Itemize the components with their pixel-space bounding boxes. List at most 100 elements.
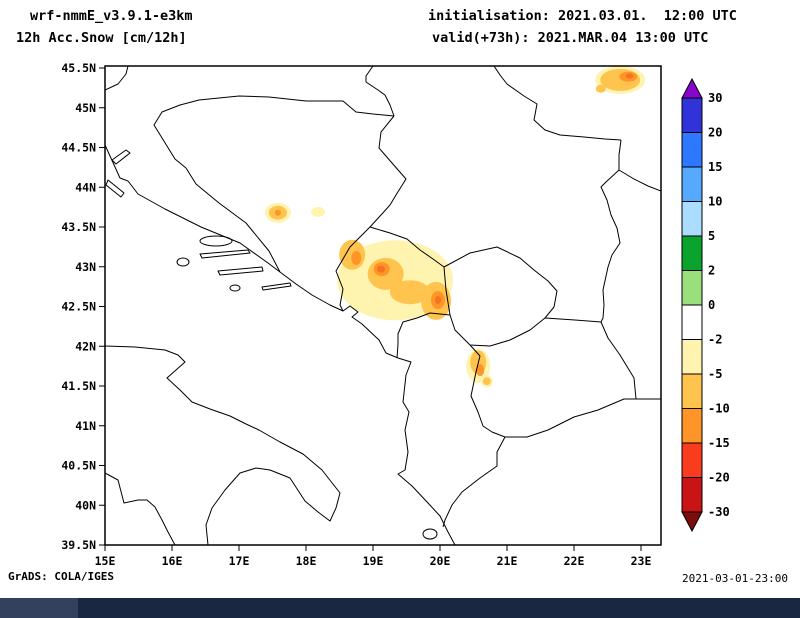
border-serbia-bulgaria xyxy=(600,169,621,323)
lat-tick-label: 44N xyxy=(75,180,96,194)
island-hvar xyxy=(199,249,251,259)
snow-patch-deep xyxy=(435,296,441,305)
lat-tick-label: 42N xyxy=(75,339,96,353)
grads-credit: GrADS: COLA/IGES xyxy=(8,570,114,583)
border-serbia-bulgaria-timok xyxy=(618,139,622,170)
lat-tick-label: 40N xyxy=(75,498,96,512)
coastline-adriatic-east xyxy=(105,144,456,545)
snow-patch-deep xyxy=(625,73,634,79)
colorbar-label: 5 xyxy=(708,229,715,243)
border-albania-kosovo xyxy=(469,344,481,357)
border-macedonia-bulgaria xyxy=(600,321,637,400)
lat-tick-label: 43N xyxy=(75,260,96,274)
island-corfu xyxy=(422,528,438,540)
lon-tick-label: 19E xyxy=(363,554,384,568)
coastline-italy-east xyxy=(105,345,341,545)
model-title: wrf-nmmE_v3.9.1-e3km xyxy=(30,8,193,24)
border-macedonia-greece xyxy=(505,398,636,438)
colorbar-label: 15 xyxy=(708,160,722,174)
border-montenegro-albania xyxy=(396,312,451,359)
valid-time-label: valid(+73h): 2021.MAR.04 13:00 UTC xyxy=(432,30,709,46)
island-brac xyxy=(199,235,233,247)
lat-tick-label: 45N xyxy=(75,101,96,115)
colorbar-label: -2 xyxy=(708,333,722,347)
border-kosovo-outline xyxy=(443,246,558,347)
colorbar-label: -10 xyxy=(708,402,730,416)
creation-timestamp: 2021-03-01-23:00 xyxy=(682,572,788,585)
colorbar-segment xyxy=(681,201,703,237)
coastline-border-layer xyxy=(105,66,661,545)
colorbar-segment xyxy=(681,477,703,513)
colorbar-segment xyxy=(681,339,703,375)
border-serbia-romania xyxy=(493,66,622,141)
snow-shading-layer xyxy=(264,66,646,388)
island-korcula xyxy=(217,266,264,276)
colorbar-label: 30 xyxy=(708,91,722,105)
border-serbia-montenegro xyxy=(369,226,445,268)
axes-layer: 45.5N 45N 44.5N 44N 43.5N 43N 42.5N 42N 41.5N 41N… xyxy=(61,61,651,568)
lon-tick-label: 15E xyxy=(95,554,116,568)
snow-patch-deep xyxy=(377,265,385,273)
colorbar-arrow-bottom xyxy=(681,511,703,533)
colorbar-segment xyxy=(681,166,703,202)
colorbar-segment xyxy=(681,442,703,478)
border-serbia-macedonia xyxy=(544,317,602,323)
colorbar-segment xyxy=(681,373,703,409)
snow-accumulation-map: 45.5N 45N 44.5N 44N 43.5N 43N 42.5N 42N 41.5N 41N… xyxy=(61,61,730,568)
colorbar-label: -20 xyxy=(708,471,730,485)
colorbar-segment xyxy=(681,408,703,444)
lon-tick-label: 21E xyxy=(497,554,518,568)
border-bosnia-serbia-drina xyxy=(369,115,407,228)
taskbar-button[interactable] xyxy=(0,598,78,618)
island-mljet xyxy=(261,282,292,291)
colorbar-segment xyxy=(681,235,703,271)
border-croatia-serbia-danube xyxy=(365,66,395,117)
lat-tick-label: 39.5N xyxy=(61,538,96,552)
colorbar-arrow-top xyxy=(681,77,703,99)
lon-tick-label: 20E xyxy=(430,554,451,568)
border-slovenia-croatia xyxy=(105,66,129,91)
colorbar-label: -5 xyxy=(708,367,722,381)
taskbar xyxy=(0,598,800,618)
island-lastovo xyxy=(229,284,241,292)
lat-tick-label: 41N xyxy=(75,419,96,433)
colorbar-label: 20 xyxy=(708,126,722,140)
island-dugi-otok xyxy=(105,179,125,198)
map-frame xyxy=(104,65,662,546)
island-pag xyxy=(111,149,131,165)
snow-patch-gold xyxy=(389,280,430,305)
colorbar-label: -30 xyxy=(708,505,730,519)
border-romania-bulgaria-danube xyxy=(618,169,661,192)
lat-tick-label: 42.5N xyxy=(61,300,96,314)
snow-patch-gold xyxy=(595,84,606,93)
lon-tick-label: 23E xyxy=(631,554,652,568)
colorbar-label: 10 xyxy=(708,195,722,209)
lon-tick-label: 18E xyxy=(296,554,317,568)
island-vis xyxy=(176,257,190,267)
lon-tick-label: 17E xyxy=(229,554,250,568)
border-albania-macedonia xyxy=(470,355,506,438)
lon-tick-label: 22E xyxy=(564,554,585,568)
lat-tick-label: 45.5N xyxy=(61,61,96,75)
colorbar-segment xyxy=(681,304,703,340)
border-bosnia-montenegro xyxy=(335,226,371,312)
field-title: 12h Acc.Snow [cm/12h] xyxy=(16,30,187,46)
colorbar-segment xyxy=(681,270,703,306)
lat-tick-label: 41.5N xyxy=(61,379,96,393)
init-time-label: initialisation: 2021.03.01. 12:00 UTC xyxy=(428,8,737,24)
coastline-italy-west xyxy=(105,472,176,545)
colorbar-segment xyxy=(681,97,703,133)
lat-tick-label: 43.5N xyxy=(61,220,96,234)
border-croatia-bosnia xyxy=(153,95,395,273)
lat-tick-label: 44.5N xyxy=(61,141,96,155)
lat-tick-label: 40.5N xyxy=(61,459,96,473)
colorbar-label: -15 xyxy=(708,436,730,450)
lon-tick-label: 16E xyxy=(162,554,183,568)
snow-patch-orange xyxy=(274,209,281,216)
colorbar-segment xyxy=(681,132,703,168)
snow-patch-orange xyxy=(351,251,362,265)
snow-patch-orange xyxy=(476,364,485,377)
snow-patch-pale xyxy=(311,206,326,217)
